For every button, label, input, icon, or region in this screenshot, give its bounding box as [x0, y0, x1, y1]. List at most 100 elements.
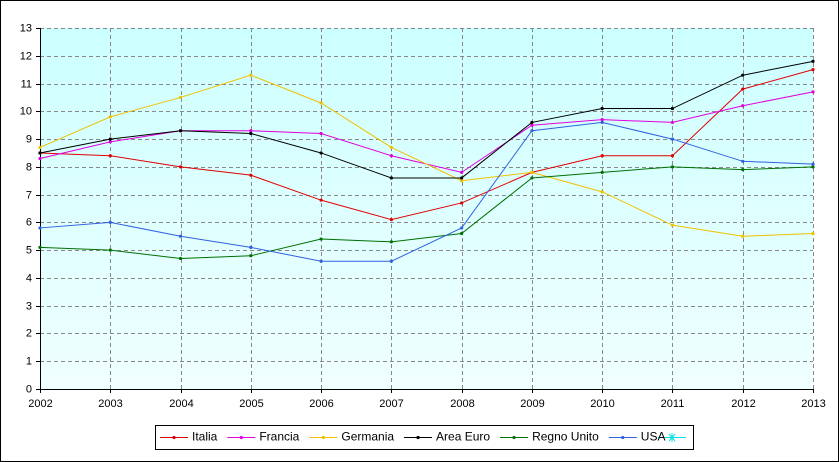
y-tick-label: 12	[20, 50, 32, 62]
x-tick-label: 2009	[520, 398, 544, 410]
y-tick-label: 8	[26, 161, 32, 173]
point	[178, 256, 183, 261]
plot-area	[40, 28, 813, 389]
point	[530, 176, 534, 180]
y-tick-label: 1	[26, 355, 32, 367]
point	[389, 176, 393, 180]
y-tick-label: 7	[26, 189, 32, 201]
point	[460, 170, 464, 174]
point	[38, 151, 42, 155]
point	[389, 218, 393, 222]
y-tick-label: 10	[20, 105, 32, 117]
point	[319, 259, 323, 263]
series-line	[39, 60, 814, 179]
x-tick-label: 2013	[801, 398, 825, 410]
x-tick-label: 2005	[239, 398, 263, 410]
point	[108, 140, 112, 144]
point	[108, 115, 112, 119]
point	[178, 129, 183, 133]
point	[389, 259, 393, 263]
x-tick-label: 2004	[169, 398, 193, 410]
x-tick-label: 2008	[450, 398, 474, 410]
point	[670, 137, 675, 141]
legend-empty-entry	[658, 433, 686, 442]
point	[38, 226, 42, 230]
point	[249, 254, 253, 258]
point	[530, 129, 534, 133]
point	[811, 90, 815, 94]
point	[108, 137, 112, 141]
point	[460, 201, 464, 205]
point	[741, 159, 745, 163]
legend-label: Italia	[192, 430, 218, 444]
point	[108, 220, 112, 224]
point	[600, 170, 604, 174]
x-tick-label: 2011	[661, 398, 685, 410]
point	[108, 248, 112, 252]
point	[811, 59, 815, 63]
y-tick-label: 4	[26, 272, 32, 284]
point	[178, 95, 183, 100]
point	[249, 245, 253, 249]
point	[530, 123, 534, 127]
point	[460, 226, 464, 230]
point	[249, 73, 253, 77]
point	[319, 101, 323, 105]
point	[178, 234, 183, 238]
point	[460, 176, 464, 180]
point	[108, 154, 112, 158]
legend-label: Area Euro	[436, 430, 490, 444]
x-tick-label: 2010	[590, 398, 614, 410]
y-tick-label: 3	[26, 300, 32, 312]
point	[389, 145, 393, 150]
point	[741, 168, 745, 172]
point	[38, 156, 42, 161]
point	[741, 104, 745, 108]
legend-marker	[621, 435, 625, 440]
point	[178, 165, 183, 169]
point	[741, 73, 745, 77]
y-tick-label: 5	[26, 244, 32, 256]
point	[249, 173, 253, 177]
point	[530, 120, 534, 125]
point	[670, 120, 675, 125]
legend-marker	[512, 435, 516, 440]
legend-marker	[172, 435, 176, 440]
point	[600, 190, 604, 194]
point	[811, 231, 815, 236]
point	[460, 179, 464, 183]
y-tick-label: 9	[26, 133, 32, 145]
point	[600, 118, 604, 122]
point	[670, 165, 675, 169]
y-tick-label: 0	[26, 383, 32, 395]
point	[600, 106, 604, 111]
legend-marker	[239, 435, 243, 440]
legend-label: Francia	[259, 430, 299, 444]
point	[389, 240, 393, 244]
point	[670, 223, 675, 227]
legend-marker	[416, 435, 420, 440]
x-tick-label: 2002	[28, 398, 52, 410]
point	[600, 154, 604, 158]
point	[741, 87, 745, 91]
legend-marker	[321, 435, 325, 440]
point	[389, 154, 393, 158]
y-tick-label: 6	[26, 216, 32, 228]
point	[249, 131, 253, 136]
point	[741, 234, 745, 238]
point	[319, 198, 323, 202]
point	[600, 120, 604, 125]
legend-label: USA	[641, 430, 666, 444]
point	[249, 129, 253, 133]
legend-label: Germania	[341, 430, 394, 444]
point	[811, 68, 815, 72]
series-line	[39, 69, 814, 221]
x-tick-label: 2012	[731, 398, 755, 410]
series-line	[39, 121, 814, 262]
series-line	[39, 166, 814, 259]
point	[670, 106, 675, 111]
y-tick-label: 13	[20, 22, 32, 34]
point	[670, 154, 675, 158]
point	[811, 165, 815, 169]
